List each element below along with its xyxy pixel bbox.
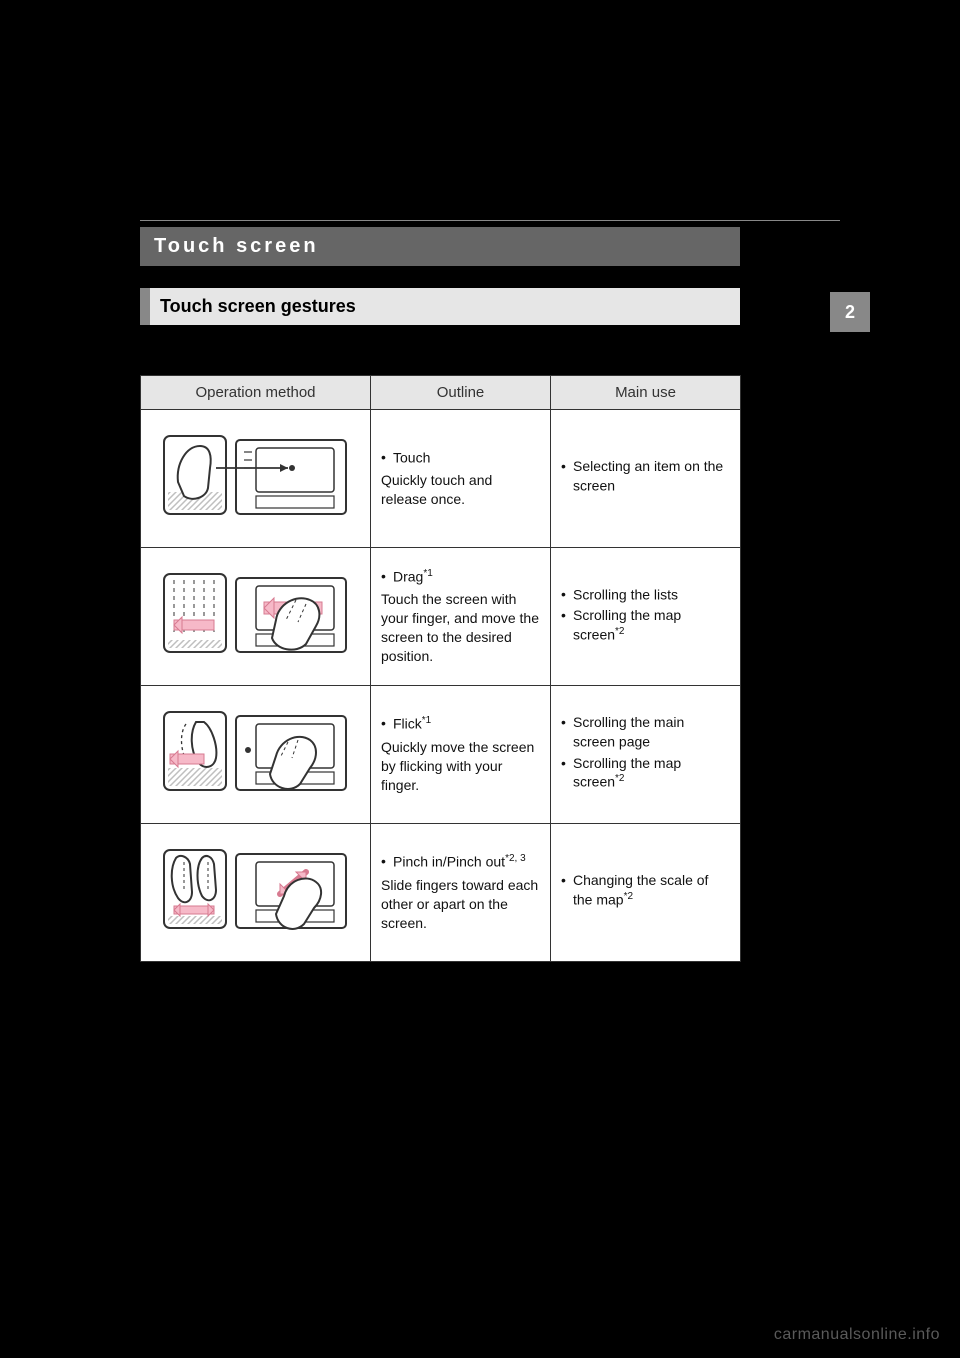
mainuse-cell: Selecting an item on the screen [551, 410, 741, 548]
outline-cell: Touch Quickly touch and release once. [371, 410, 551, 548]
table-row: Pinch in/Pinch out*2, 3 Slide fingers to… [141, 824, 741, 962]
outline-cell: Pinch in/Pinch out*2, 3 Slide fingers to… [371, 824, 551, 962]
use-item: Scrolling the map screen*2 [561, 754, 730, 792]
gesture-table: Operation method Outline Main use [140, 375, 741, 962]
outline-desc: Touch the screen with your finger, and m… [381, 590, 540, 666]
page-content: Touch screen Touch screen gestures 2 Ope… [140, 220, 840, 962]
illustration-touch [141, 410, 371, 548]
outline-term: Flick*1 [381, 714, 540, 734]
table-header-row: Operation method Outline Main use [141, 376, 741, 410]
touch-gesture-icon [156, 422, 356, 532]
watermark: carmanualsonline.info [774, 1326, 940, 1344]
col-header-operation: Operation method [141, 376, 371, 410]
top-rule [140, 220, 840, 221]
use-item: Scrolling the map screen*2 [561, 606, 730, 644]
illustration-drag [141, 548, 371, 686]
use-item: Scrolling the main screen page [561, 713, 730, 751]
outline-cell: Flick*1 Quickly move the screen by flick… [371, 686, 551, 824]
illustration-flick [141, 686, 371, 824]
outline-desc: Quickly move the screen by flicking with… [381, 738, 540, 795]
col-header-outline: Outline [371, 376, 551, 410]
use-item: Scrolling the lists [561, 585, 730, 605]
outline-term: Drag*1 [381, 567, 540, 587]
drag-gesture-icon [156, 560, 356, 670]
pinch-gesture-icon [156, 836, 356, 946]
mainuse-cell: Changing the scale of the map*2 [551, 824, 741, 962]
table-row: Touch Quickly touch and release once. Se… [141, 410, 741, 548]
subsection-title: Touch screen gestures [140, 288, 740, 325]
table-row: Drag*1 Touch the screen with your finger… [141, 548, 741, 686]
illustration-pinch [141, 824, 371, 962]
col-header-mainuse: Main use [551, 376, 741, 410]
mainuse-cell: Scrolling the lists Scrolling the map sc… [551, 548, 741, 686]
outline-desc: Slide fingers toward each other or apart… [381, 876, 540, 933]
use-item: Selecting an item on the screen [561, 457, 730, 495]
mainuse-cell: Scrolling the main screen page Scrolling… [551, 686, 741, 824]
flick-gesture-icon [156, 698, 356, 808]
use-item: Changing the scale of the map*2 [561, 871, 730, 909]
outline-cell: Drag*1 Touch the screen with your finger… [371, 548, 551, 686]
chapter-tab: 2 [830, 292, 870, 332]
outline-term: Pinch in/Pinch out*2, 3 [381, 852, 540, 872]
table-row: Flick*1 Quickly move the screen by flick… [141, 686, 741, 824]
outline-term: Touch [381, 448, 540, 468]
section-title: Touch screen [140, 227, 740, 266]
outline-desc: Quickly touch and release once. [381, 471, 540, 509]
